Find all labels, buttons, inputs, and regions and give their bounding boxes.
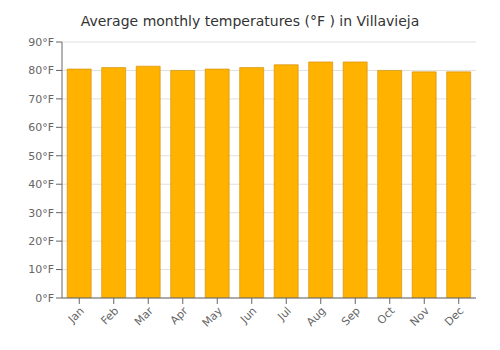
svg-text:Sep: Sep [339,304,363,328]
svg-text:20°F: 20°F [28,235,54,248]
svg-text:80°F: 80°F [28,64,54,77]
svg-text:Jan: Jan [65,304,87,326]
svg-text:0°F: 0°F [35,292,54,305]
svg-text:40°F: 40°F [28,178,54,191]
svg-text:60°F: 60°F [28,121,54,134]
svg-text:Jun: Jun [237,304,259,326]
svg-text:90°F: 90°F [28,36,54,49]
svg-text:Jul: Jul [275,304,294,323]
html-text:Average monthly temperatures (: Average monthly temperatures (°F ) in Vi… [80,13,420,29]
svg-text:Aug: Aug [304,304,328,328]
svg-text:Dec: Dec [442,304,466,328]
svg-text:Feb: Feb [98,304,121,327]
svg-text:Apr: Apr [168,304,191,327]
svg-text:50°F: 50°F [28,150,54,163]
svg-text:May: May [200,304,226,330]
svg-text:30°F: 30°F [28,207,54,220]
svg-text:Oct: Oct [375,304,398,327]
svg-text:70°F: 70°F [28,93,54,106]
svg-text:Mar: Mar [132,304,156,328]
svg-text:Nov: Nov [408,304,433,329]
svg-text:10°F: 10°F [28,263,54,276]
